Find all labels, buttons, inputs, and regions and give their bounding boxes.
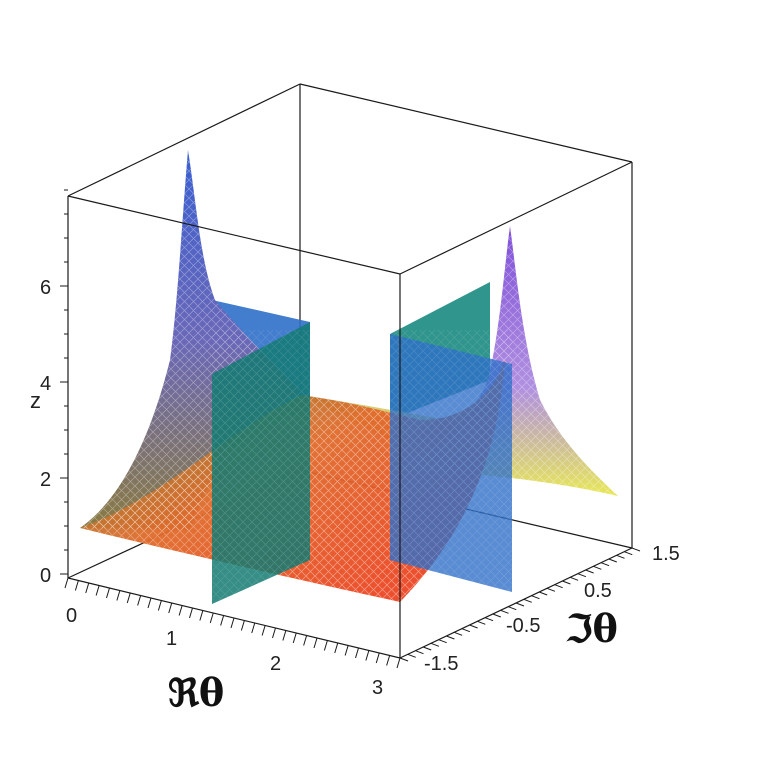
- x-tick-mark: [292, 632, 297, 644]
- x-tick-label: 0: [66, 605, 77, 627]
- x-tick-mark: [147, 597, 152, 609]
- y-axis: -1.5 -0.5 0.5 1.5 ℑθ: [424, 543, 680, 675]
- x-axis: 0 1 2 3 ℜθ: [66, 605, 383, 715]
- y-tick-mark: [423, 646, 432, 651]
- y-tick-label: -0.5: [506, 615, 540, 637]
- x-tick-mark: [74, 580, 79, 591]
- y-tick-mark: [608, 558, 617, 563]
- y-tick-mark: [415, 650, 424, 655]
- x-axis-title: ℜθ: [168, 670, 224, 715]
- x-tick-mark: [168, 602, 173, 614]
- x-tick-mark: [189, 607, 193, 619]
- y-tick-mark: [546, 587, 556, 592]
- y-tick-mark: [461, 628, 471, 633]
- y-tick-label: 0.5: [584, 580, 612, 602]
- y-tick-mark: [523, 598, 532, 603]
- x-tick-mark: [396, 657, 401, 669]
- y-tick-mark: [593, 565, 602, 570]
- x-tick-mark: [323, 640, 328, 651]
- tick-marks: [64, 189, 641, 669]
- y-tick-label: -1.5: [424, 653, 458, 675]
- z-tick-label: 0: [40, 565, 51, 587]
- y-tick-mark: [616, 554, 625, 559]
- y-tick-mark: [539, 591, 548, 596]
- x-tick-mark: [95, 585, 100, 596]
- y-tick-mark: [600, 562, 610, 567]
- x-tick-mark: [386, 655, 391, 666]
- x-tick-mark: [209, 612, 214, 624]
- x-tick-mark: [116, 590, 121, 601]
- y-tick-mark: [531, 595, 540, 600]
- x-tick-label: 1: [166, 628, 177, 650]
- x-tick-mark: [85, 582, 90, 594]
- x-tick-mark: [261, 625, 266, 636]
- y-tick-mark: [569, 576, 579, 581]
- x-tick-mark: [251, 622, 256, 634]
- y-tick-mark: [577, 573, 587, 578]
- y-tick-mark: [430, 642, 440, 647]
- x-tick-mark: [272, 627, 276, 639]
- x-tick-mark: [365, 650, 370, 661]
- y-tick-mark: [624, 551, 633, 556]
- y-tick-mark: [554, 584, 563, 589]
- x-tick-mark: [126, 592, 131, 604]
- y-tick-mark: [631, 547, 641, 552]
- x-tick-mark: [106, 587, 110, 599]
- z-tick-label: 2: [40, 469, 51, 491]
- z-axis-title: z: [30, 388, 41, 413]
- x-tick-mark: [137, 595, 142, 606]
- y-tick-mark: [515, 602, 525, 607]
- x-tick-label: 2: [270, 653, 281, 675]
- y-tick-mark: [446, 635, 455, 640]
- z-tick-label: 4: [40, 373, 51, 395]
- x-tick-mark: [282, 630, 287, 641]
- x-tick-mark: [355, 647, 359, 659]
- y-tick-label: 1.5: [652, 543, 680, 565]
- y-tick-mark: [508, 606, 517, 611]
- x-tick-mark: [334, 642, 339, 654]
- x-tick-mark: [64, 577, 69, 589]
- y-tick-mark: [477, 620, 486, 625]
- x-tick-label: 3: [372, 677, 383, 699]
- y-tick-mark: [399, 657, 409, 662]
- y-tick-mark: [484, 617, 494, 622]
- x-tick-mark: [178, 605, 183, 616]
- x-tick-mark: [240, 620, 245, 631]
- y-tick-mark: [438, 639, 447, 644]
- x-tick-mark: [375, 652, 380, 664]
- x-tick-mark: [199, 610, 204, 621]
- y-axis-title: ℑθ: [566, 606, 618, 651]
- y-tick-mark: [407, 653, 416, 658]
- y-tick-mark: [492, 613, 501, 618]
- y-tick-mark: [562, 580, 571, 585]
- y-tick-mark: [500, 609, 509, 614]
- x-tick-mark: [230, 617, 235, 629]
- plane-mesh: [212, 330, 512, 600]
- y-tick-mark: [469, 624, 478, 629]
- z-tick-label: 6: [40, 277, 51, 299]
- x-tick-mark: [344, 645, 349, 656]
- x-tick-mark: [303, 635, 308, 646]
- x-tick-mark: [220, 615, 225, 626]
- z-axis: 0 2 4 6 z: [30, 277, 68, 587]
- x-tick-mark: [313, 637, 318, 649]
- y-tick-mark: [585, 569, 594, 574]
- x-tick-mark: [157, 600, 162, 611]
- y-tick-mark: [453, 631, 463, 636]
